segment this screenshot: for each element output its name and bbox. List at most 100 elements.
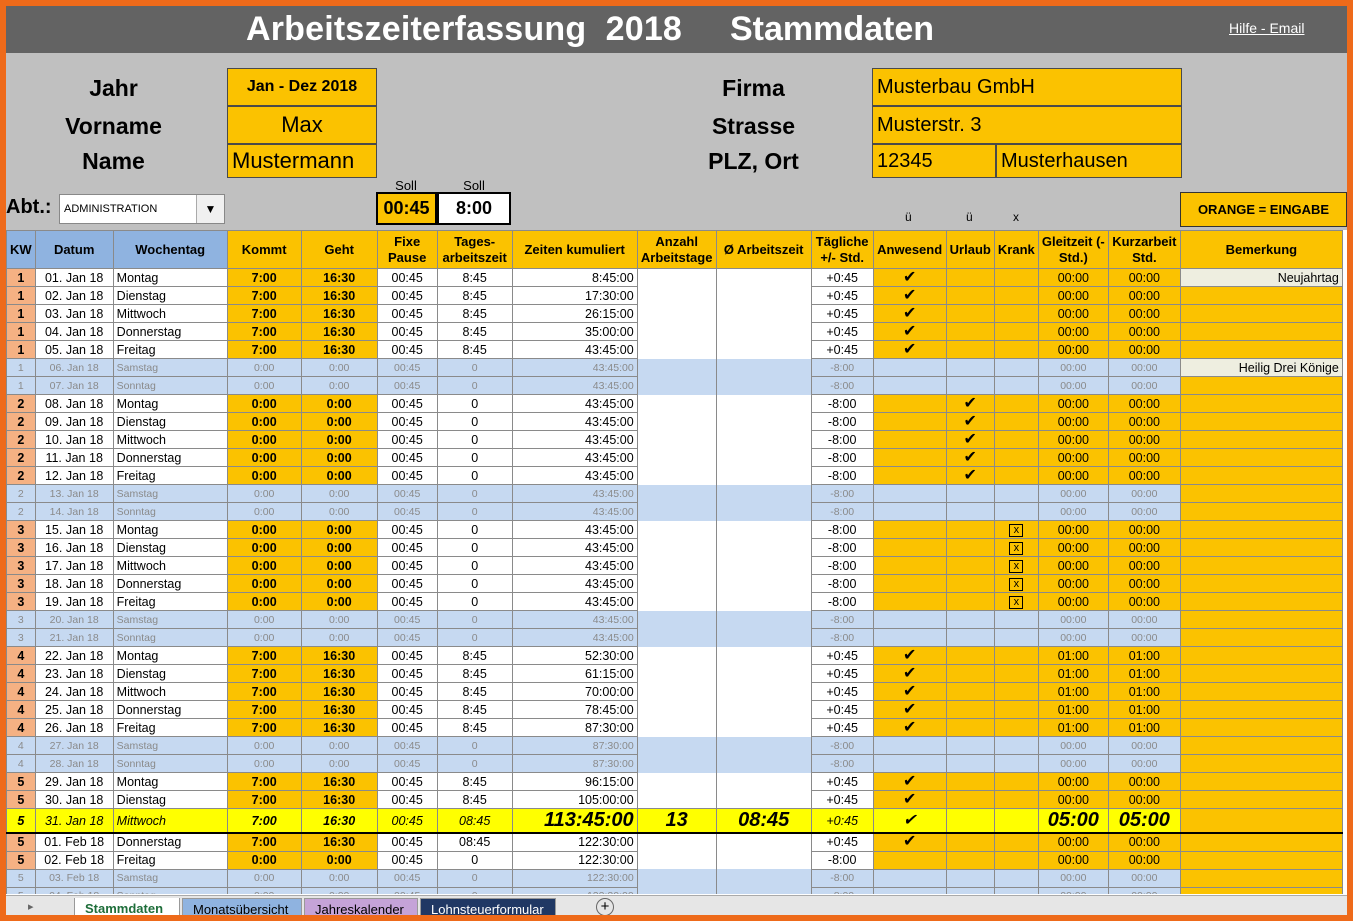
anwesend-cell[interactable]: ✔ xyxy=(872,700,947,719)
krank-cell[interactable] xyxy=(993,376,1039,395)
geht-cell[interactable]: 0:00 xyxy=(300,502,378,521)
urlaub-cell[interactable] xyxy=(945,808,995,834)
bemerkung-cell[interactable] xyxy=(1179,592,1343,611)
bemerkung-cell[interactable] xyxy=(1179,646,1343,665)
geht-cell[interactable]: 0:00 xyxy=(300,484,378,503)
tab-lohnsteuerformular[interactable]: Lohnsteuerformular xyxy=(420,898,556,915)
anwesend-cell[interactable]: ✔ xyxy=(872,340,947,359)
kommt-cell[interactable]: 0:00 xyxy=(226,610,302,629)
kurzarbeit-cell[interactable]: 00:00 xyxy=(1107,322,1181,341)
krank-cell[interactable] xyxy=(993,832,1039,852)
anwesend-cell[interactable] xyxy=(872,358,947,377)
kurzarbeit-cell[interactable]: 00:00 xyxy=(1107,466,1181,485)
anwesend-cell[interactable] xyxy=(872,502,947,521)
krank-cell[interactable] xyxy=(993,886,1039,894)
urlaub-cell[interactable] xyxy=(945,556,995,575)
urlaub-cell[interactable] xyxy=(945,754,995,773)
kurzarbeit-cell[interactable]: 00:00 xyxy=(1107,610,1181,629)
geht-cell[interactable]: 0:00 xyxy=(300,358,378,377)
anwesend-cell[interactable] xyxy=(872,538,947,557)
anwesend-cell[interactable]: ✔ xyxy=(872,832,947,852)
kommt-cell[interactable]: 7:00 xyxy=(226,664,302,683)
urlaub-cell[interactable] xyxy=(945,664,995,683)
kurzarbeit-cell[interactable]: 05:00 xyxy=(1107,808,1181,834)
kommt-cell[interactable]: 0:00 xyxy=(226,868,302,888)
kurzarbeit-cell[interactable]: 00:00 xyxy=(1107,286,1181,305)
krank-cell[interactable]: x xyxy=(993,592,1039,611)
bemerkung-cell[interactable] xyxy=(1179,868,1343,888)
urlaub-cell[interactable] xyxy=(945,682,995,701)
bemerkung-cell[interactable] xyxy=(1179,850,1343,870)
geht-cell[interactable]: 0:00 xyxy=(300,592,378,611)
urlaub-cell[interactable]: ✔ xyxy=(945,430,995,449)
bemerkung-cell[interactable] xyxy=(1179,304,1343,323)
krank-cell[interactable] xyxy=(993,484,1039,503)
urlaub-cell[interactable] xyxy=(945,268,995,287)
bemerkung-cell[interactable] xyxy=(1179,682,1343,701)
kommt-cell[interactable]: 7:00 xyxy=(226,808,302,834)
bemerkung-cell[interactable] xyxy=(1179,832,1343,852)
gleitzeit-cell[interactable]: 00:00 xyxy=(1037,868,1109,888)
geht-cell[interactable]: 0:00 xyxy=(300,520,378,539)
gleitzeit-cell[interactable]: 00:00 xyxy=(1037,754,1109,773)
geht-cell[interactable]: 16:30 xyxy=(300,340,378,359)
gleitzeit-cell[interactable]: 00:00 xyxy=(1037,466,1109,485)
geht-cell[interactable]: 16:30 xyxy=(300,832,378,852)
geht-cell[interactable]: 0:00 xyxy=(300,394,378,413)
anwesend-cell[interactable] xyxy=(872,886,947,894)
bemerkung-cell[interactable] xyxy=(1179,286,1343,305)
bemerkung-cell[interactable] xyxy=(1179,700,1343,719)
gleitzeit-cell[interactable]: 00:00 xyxy=(1037,772,1109,791)
krank-cell[interactable] xyxy=(993,610,1039,629)
geht-cell[interactable]: 0:00 xyxy=(300,850,378,870)
jahr-field[interactable]: Jan - Dez 2018 xyxy=(227,68,377,106)
geht-cell[interactable]: 16:30 xyxy=(300,790,378,809)
anwesend-cell[interactable] xyxy=(872,394,947,413)
geht-cell[interactable]: 0:00 xyxy=(300,628,378,647)
gleitzeit-cell[interactable]: 00:00 xyxy=(1037,628,1109,647)
soll-tag-field[interactable]: 8:00 xyxy=(437,192,511,225)
geht-cell[interactable]: 0:00 xyxy=(300,736,378,755)
bemerkung-cell[interactable] xyxy=(1179,628,1343,647)
kurzarbeit-cell[interactable]: 00:00 xyxy=(1107,502,1181,521)
gleitzeit-cell[interactable]: 00:00 xyxy=(1037,790,1109,809)
kommt-cell[interactable]: 0:00 xyxy=(226,502,302,521)
gleitzeit-cell[interactable]: 01:00 xyxy=(1037,682,1109,701)
kommt-cell[interactable]: 7:00 xyxy=(226,322,302,341)
kommt-cell[interactable]: 7:00 xyxy=(226,646,302,665)
anwesend-cell[interactable] xyxy=(872,850,947,870)
krank-cell[interactable] xyxy=(993,700,1039,719)
geht-cell[interactable]: 0:00 xyxy=(300,466,378,485)
kurzarbeit-cell[interactable]: 00:00 xyxy=(1107,790,1181,809)
anwesend-cell[interactable] xyxy=(872,592,947,611)
urlaub-cell[interactable] xyxy=(945,886,995,894)
gleitzeit-cell[interactable]: 00:00 xyxy=(1037,304,1109,323)
tab-stammdaten[interactable]: Stammdaten xyxy=(74,898,180,915)
krank-cell[interactable] xyxy=(993,394,1039,413)
kommt-cell[interactable]: 7:00 xyxy=(226,790,302,809)
kommt-cell[interactable]: 7:00 xyxy=(226,286,302,305)
urlaub-cell[interactable] xyxy=(945,502,995,521)
kommt-cell[interactable]: 0:00 xyxy=(226,556,302,575)
kommt-cell[interactable]: 0:00 xyxy=(226,850,302,870)
kommt-cell[interactable]: 7:00 xyxy=(226,700,302,719)
krank-cell[interactable] xyxy=(993,718,1039,737)
anwesend-cell[interactable] xyxy=(872,574,947,593)
anwesend-cell[interactable] xyxy=(872,556,947,575)
kommt-cell[interactable]: 0:00 xyxy=(226,886,302,894)
kurzarbeit-cell[interactable]: 00:00 xyxy=(1107,868,1181,888)
urlaub-cell[interactable] xyxy=(945,646,995,665)
krank-cell[interactable] xyxy=(993,340,1039,359)
urlaub-cell[interactable] xyxy=(945,592,995,611)
urlaub-cell[interactable] xyxy=(945,832,995,852)
bemerkung-cell[interactable] xyxy=(1179,808,1343,834)
bemerkung-cell[interactable] xyxy=(1179,664,1343,683)
urlaub-cell[interactable]: ✔ xyxy=(945,466,995,485)
krank-cell[interactable] xyxy=(993,772,1039,791)
geht-cell[interactable]: 0:00 xyxy=(300,448,378,467)
anwesend-cell[interactable] xyxy=(872,628,947,647)
gleitzeit-cell[interactable]: 05:00 xyxy=(1037,808,1109,834)
anwesend-cell[interactable]: ✔ xyxy=(872,646,947,665)
gleitzeit-cell[interactable]: 00:00 xyxy=(1037,412,1109,431)
urlaub-cell[interactable] xyxy=(945,736,995,755)
